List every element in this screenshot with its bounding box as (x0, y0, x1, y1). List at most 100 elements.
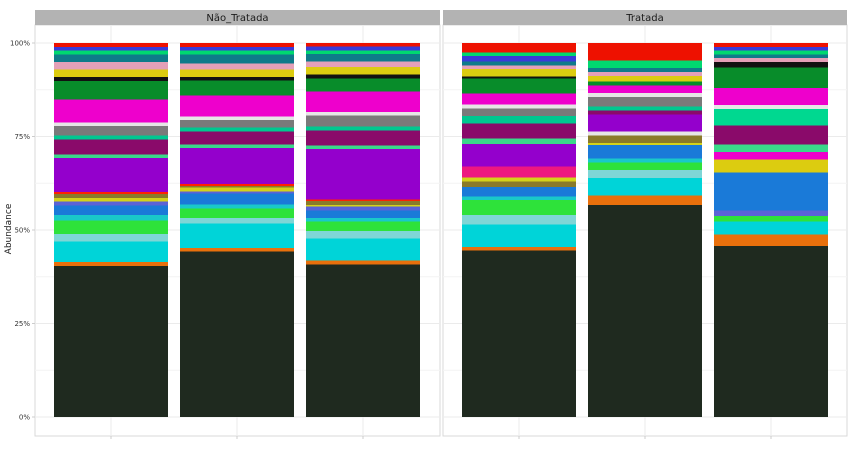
bar-segment (306, 74, 420, 79)
bar-segment (714, 50, 828, 55)
bar-segment (306, 204, 420, 207)
stacked-bar (462, 43, 576, 417)
bar-segment (714, 125, 828, 145)
bar-segment (54, 43, 168, 47)
bar-segment (54, 265, 168, 417)
bar-segment (54, 201, 168, 206)
bar-segment (588, 195, 702, 205)
stacked-bar (588, 43, 702, 417)
bar-segment (714, 46, 828, 51)
bar-segment (54, 192, 168, 195)
bar-segment (462, 123, 576, 139)
bar-segment (54, 154, 168, 159)
bar-segment (54, 233, 168, 242)
bar-segment (462, 166, 576, 178)
bar-segment (306, 206, 420, 211)
bar-segment (54, 80, 168, 100)
bar-segment (180, 148, 294, 184)
bar-segment (462, 115, 576, 124)
bar-segment (180, 251, 294, 417)
bar-segment (588, 106, 702, 111)
bar-segment (54, 126, 168, 136)
bar-segment (588, 81, 702, 86)
y-tick-label: 50% (14, 227, 30, 235)
facet-strip-label: Tratada (625, 13, 663, 24)
bar-segment (306, 46, 420, 51)
bar-segment (462, 52, 576, 57)
bar-segment (180, 185, 294, 188)
bar-segment (306, 43, 420, 47)
bar-segment (54, 50, 168, 55)
bar-segment (462, 65, 576, 70)
bar-segment (588, 170, 702, 178)
bar-segment (180, 63, 294, 70)
stacked-bar (180, 43, 294, 417)
bar-segment (306, 149, 420, 200)
bar-segment (714, 210, 828, 216)
bar-segment (306, 126, 420, 131)
bar-segment (54, 214, 168, 221)
bar-segment (714, 67, 828, 89)
bar-segment (306, 201, 420, 205)
bar-segment (306, 61, 420, 68)
bar-segment (306, 260, 420, 265)
bar-segment (588, 96, 702, 107)
facet-strip-label: Não_Tratada (206, 13, 268, 24)
bar-segment (306, 111, 420, 116)
bar-segment (306, 199, 420, 202)
bar-segment (714, 245, 828, 417)
bar-segment (306, 91, 420, 112)
bar-segment (588, 110, 702, 115)
bar-segment (180, 223, 294, 248)
bar-segment (462, 250, 576, 417)
bar-segment (588, 60, 702, 69)
bar-segment (306, 264, 420, 417)
bar-segment (180, 46, 294, 51)
stacked-bar (54, 43, 168, 417)
bar-segment (54, 135, 168, 140)
bar-segment (588, 131, 702, 136)
bar-segment (306, 130, 420, 146)
bar-segment (180, 43, 294, 47)
bar-segment (54, 241, 168, 263)
bar-segment (462, 196, 576, 201)
bar-segment (306, 115, 420, 127)
bar-segment (714, 152, 828, 160)
y-tick-label: 75% (14, 133, 30, 141)
bar-segment (714, 144, 828, 153)
bar-segment (306, 78, 420, 92)
bar-segment (588, 145, 702, 159)
bar-segment (180, 50, 294, 55)
bar-segment (588, 71, 702, 76)
bar-segment (306, 67, 420, 75)
bar-segment (180, 69, 294, 77)
bar-segment (588, 158, 702, 163)
bar-segment (180, 204, 294, 209)
bar-segment (714, 54, 828, 59)
bar-segment (180, 131, 294, 145)
bar-segment (714, 88, 828, 106)
bar-segment (306, 230, 420, 239)
bar-segment (54, 194, 168, 198)
bar-segment (588, 85, 702, 94)
bar-segment (714, 61, 828, 68)
bar-segment (714, 215, 828, 222)
bar-segment (54, 122, 168, 127)
bar-segment (588, 135, 702, 144)
bar-segment (462, 93, 576, 105)
bar-segment (462, 108, 576, 116)
bar-segment (180, 116, 294, 121)
bar-segment (462, 215, 576, 225)
y-tick-label: 25% (14, 320, 30, 328)
bar-segment (180, 144, 294, 149)
bar-segment (54, 46, 168, 51)
bar-segment (54, 139, 168, 155)
bar-segment (714, 172, 828, 211)
bar-segment (714, 108, 828, 126)
bar-segment (306, 145, 420, 150)
bar-segment (462, 76, 576, 79)
bar-segment (588, 75, 702, 82)
bar-segment (714, 159, 828, 173)
bar-segment (180, 127, 294, 132)
